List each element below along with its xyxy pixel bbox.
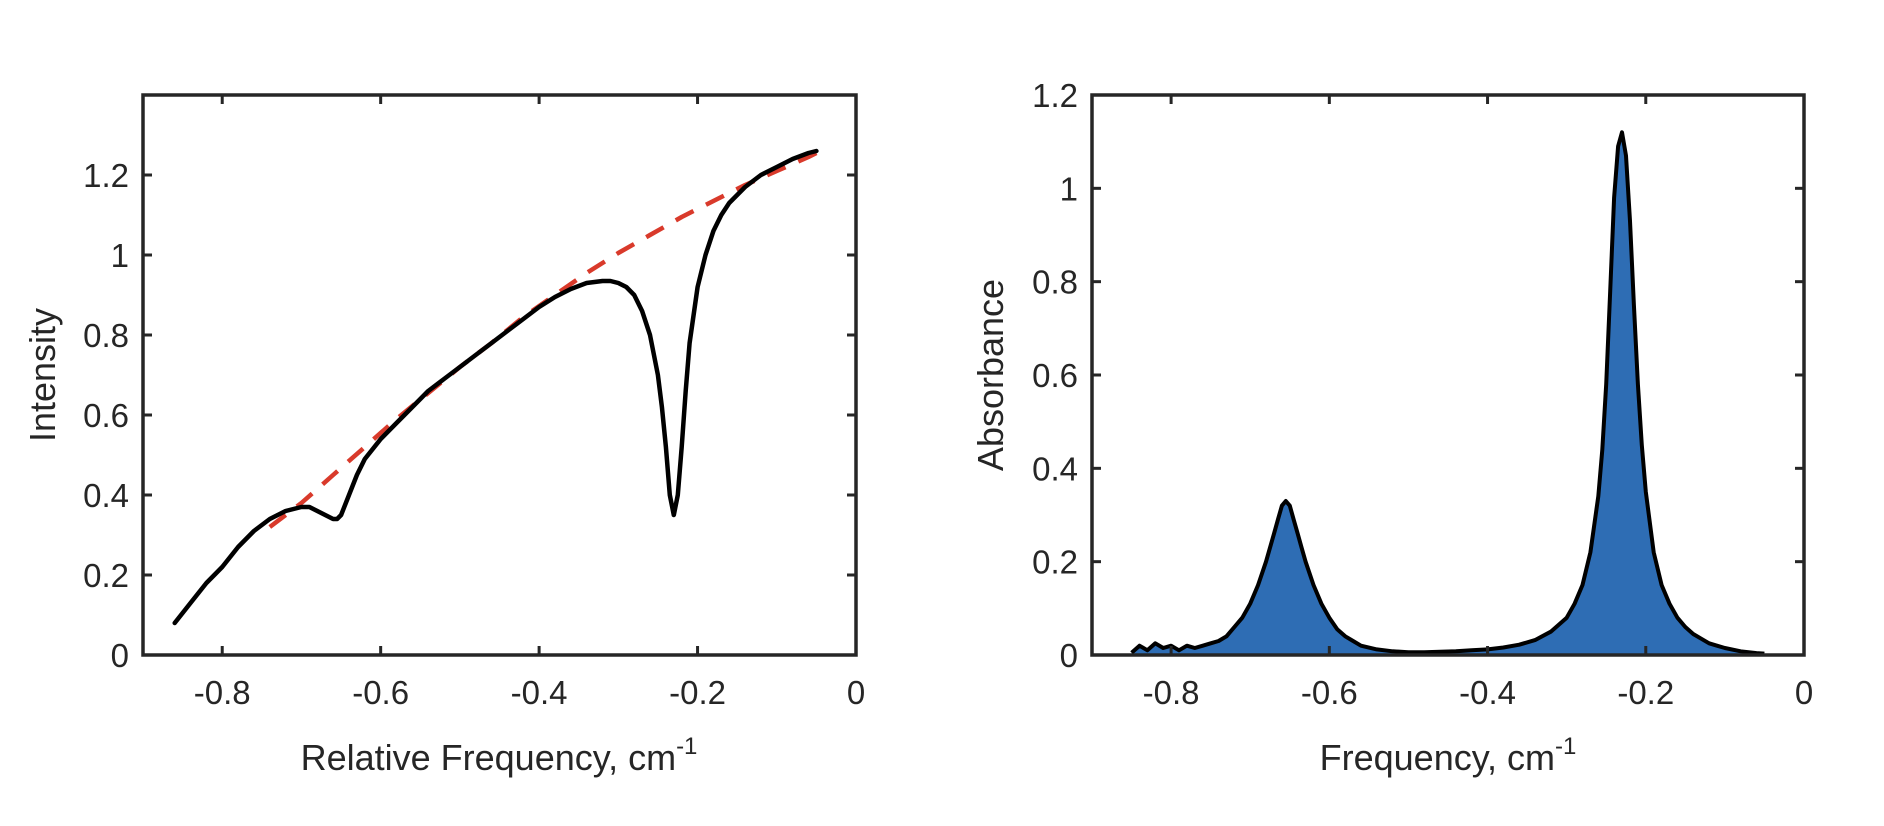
intensity-y-axis-label: Intensity [22,308,63,442]
absorbance-y-tick-label: 0.2 [1032,544,1078,581]
intensity-y-tick-label: 1 [111,237,129,274]
intensity-y-tick-label: 0.4 [83,477,129,514]
intensity-x-tick-label: -0.8 [194,674,251,711]
absorbance-y-tick-label: 0.4 [1032,450,1078,487]
absorbance-y-tick-label: 0.8 [1032,264,1078,301]
absorbance-x-tick-label: -0.4 [1459,674,1516,711]
intensity-y-tick-label: 1.2 [83,157,129,194]
intensity-y-tick-label: 0.8 [83,317,129,354]
absorbance-y-tick-label: 0 [1060,637,1078,674]
intensity-x-tick-label: -0.2 [669,674,726,711]
absorbance-axes-frame [1090,93,1806,657]
intensity-y-tick-label: 0.6 [83,397,129,434]
intensity-ticks: -0.8 -0.6 -0.4 -0.2 0 0 0.2 0.4 0.6 0.8 1 1.2 [83,95,865,711]
absorbance-panel: -0.8 -0.6 -0.4 -0.2 0 0 0.2 0.4 0.6 0.8 1 1.2 Frequ… [970,77,1813,778]
intensity-baseline-dashed-line [268,150,818,529]
intensity-x-tick-label: 0 [847,674,865,711]
absorbance-x-axis-label: Frequency, cm-1 [1320,733,1577,778]
intensity-plot-content [172,148,819,626]
absorbance-y-axis-label: Absorbance [970,279,1011,471]
absorbance-x-tick-label: -0.6 [1301,674,1358,711]
intensity-panel: -0.8 -0.6 -0.4 -0.2 0 0 0.2 0.4 0.6 0.8 1 1.2 Relat… [22,93,865,778]
absorbance-ticks: -0.8 -0.6 -0.4 -0.2 0 0 0.2 0.4 0.6 0.8 1 1.2 [1032,77,1813,711]
absorbance-x-tick-label: -0.2 [1617,674,1674,711]
intensity-x-axis-label: Relative Frequency, cm-1 [301,733,698,778]
absorbance-y-tick-label: 0.6 [1032,357,1078,394]
intensity-x-tick-label: -0.4 [511,674,568,711]
absorbance-y-tick-label: 1.2 [1032,77,1078,114]
intensity-axes-frame [141,93,858,657]
intensity-y-tick-label: 0 [111,637,129,674]
intensity-x-tick-label: -0.6 [352,674,409,711]
absorbance-x-tick-label: -0.8 [1143,674,1200,711]
absorbance-outline-line [1130,130,1765,656]
intensity-y-tick-label: 0.2 [83,557,129,594]
absorbance-plot-content [1130,130,1765,656]
absorbance-x-tick-label: 0 [1795,674,1813,711]
intensity-spectrum-line [172,148,819,626]
absorbance-y-tick-label: 1 [1060,170,1078,207]
absorbance-area-fill [1131,132,1765,656]
